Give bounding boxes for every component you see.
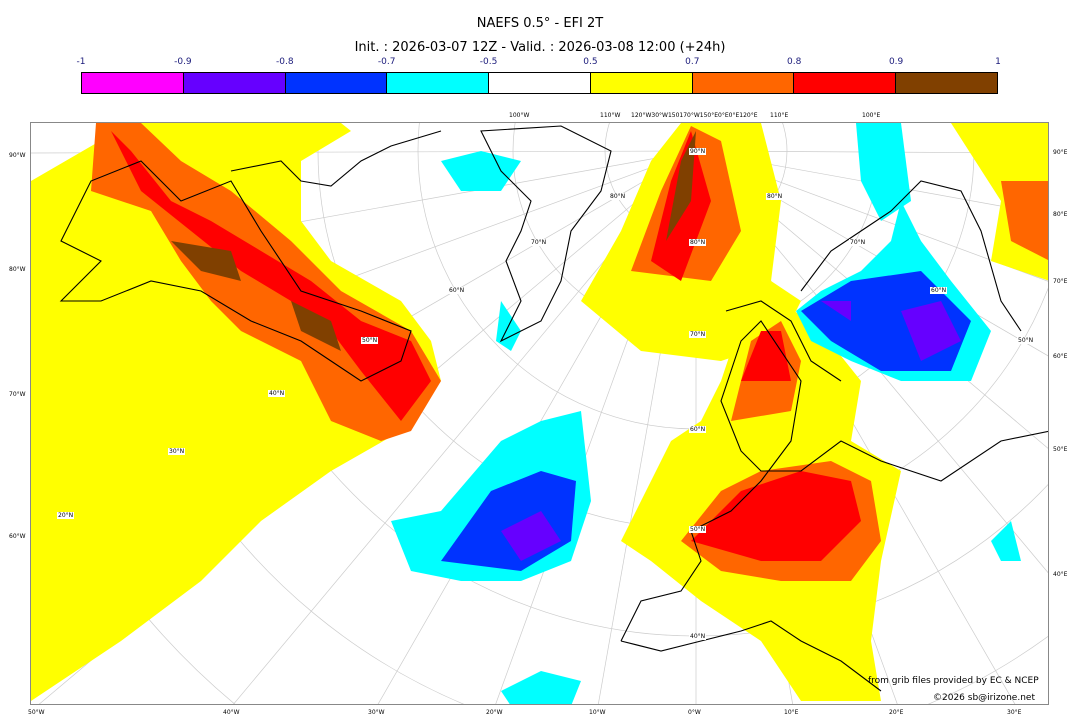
efi-region (991, 521, 1021, 561)
axis-label: 60°W (9, 533, 26, 540)
axis-label: 60°N (689, 426, 707, 433)
colorbar-segment (896, 73, 998, 93)
axis-label: 30°E (1007, 709, 1022, 716)
axis-label: 10°W (589, 709, 606, 716)
colorbar-tick: 1 (995, 57, 1001, 67)
efi-field (31, 123, 1048, 704)
colorbar-segment (387, 73, 490, 93)
colorbar-tick: -0.9 (174, 57, 192, 67)
source-credit: from grib files provided by EC & NCEP (868, 676, 1039, 686)
map: 90°N 80°N 70°N 60°N 50°N 40°N 60°N 50°N 40°N 30°N… (30, 122, 1049, 705)
chart-subtitle: Init. : 2026-03-07 12Z - Valid. : 2026-0… (354, 40, 726, 55)
efi-region (441, 151, 521, 191)
axis-label: 90°N (689, 148, 707, 155)
axis-label: 20°N (57, 512, 75, 519)
axis-label: 50°E (1053, 446, 1068, 453)
chart-title: NAEFS 0.5° - EFI 2T (476, 16, 604, 31)
efi-region (856, 123, 911, 221)
colorbar-segment (489, 73, 591, 93)
axis-label: 10°E (784, 709, 799, 716)
axis-label: 80°N (689, 239, 707, 246)
colorbar-tick: -0.5 (479, 57, 498, 67)
axis-label: 70°W (9, 391, 26, 398)
axis-label: 100°W (509, 112, 530, 119)
colorbar-tick: 0.7 (685, 57, 700, 67)
axis-label: 60°E (1053, 353, 1068, 360)
axis-label: 20°W (486, 709, 503, 716)
colorbar-tick: -1 (76, 57, 86, 67)
colorbar-segment (692, 73, 795, 93)
efi-region (666, 131, 696, 241)
axis-label: 60°N (930, 287, 948, 294)
efi-region (1001, 181, 1048, 260)
axis-label: 70°N (530, 239, 548, 246)
efi-region (111, 131, 431, 421)
axis-label: 40°E (1053, 571, 1068, 578)
axis-label: 100°E (862, 112, 881, 119)
axis-label: 40°W (223, 709, 240, 716)
axis-label: 30°N (168, 448, 186, 455)
efi-region (501, 511, 561, 561)
colorbar-tick: 0.5 (583, 57, 598, 67)
axis-label: 60°N (448, 287, 466, 294)
axis-label: 50°N (1017, 337, 1035, 344)
axis-label: 110°W (600, 112, 621, 119)
axis-label: 90°W (9, 152, 26, 159)
axis-label: 20°E (889, 709, 904, 716)
axis-label: 40°N (689, 633, 707, 640)
axis-label: 90°E (1053, 149, 1068, 156)
axis-label: 80°N (609, 193, 627, 200)
efi-region (901, 301, 961, 361)
axis-label: 50°N (361, 337, 379, 344)
axis-label: 70°E (1053, 278, 1068, 285)
colorbar-segment (590, 73, 693, 93)
colorbar-tick: 0.9 (888, 57, 904, 67)
axis-label: 110°E (770, 112, 789, 119)
axis-label: 80°N (766, 193, 784, 200)
colorbar-segment (82, 73, 184, 93)
axis-label: 80°E (1053, 211, 1068, 218)
colorbar-tick: -0.7 (377, 57, 396, 67)
axis-label: 50°W (28, 709, 45, 716)
axis-label: 80°W (9, 266, 26, 273)
colorbar-segment (183, 73, 286, 93)
efi-region (821, 301, 851, 321)
colorbar-tick: -0.8 (275, 57, 294, 67)
axis-label: 50°N (689, 526, 707, 533)
axis-label: 0°W (688, 709, 701, 716)
efi-region (741, 331, 791, 381)
map-svg (31, 123, 1048, 704)
axis-label: 30°W (368, 709, 385, 716)
efi-region (691, 471, 861, 561)
copyright: ©2026 sb@irizone.net (933, 693, 1035, 703)
colorbar (81, 72, 998, 94)
efi-region (31, 123, 441, 701)
axis-label: 40°N (268, 390, 286, 397)
colorbar-segment (794, 73, 897, 93)
coastlines (59, 125, 1048, 692)
colorbar-segment (285, 73, 388, 93)
efi-region (291, 301, 341, 351)
axis-label: 70°N (689, 331, 707, 338)
axis-label: 70°N (849, 239, 867, 246)
axis-label: 120°W30°W150170°W150°E0°E0°E120°E (631, 112, 758, 119)
colorbar-tick: 0.8 (787, 57, 802, 67)
efi-region (171, 241, 241, 281)
efi-region (501, 671, 581, 704)
